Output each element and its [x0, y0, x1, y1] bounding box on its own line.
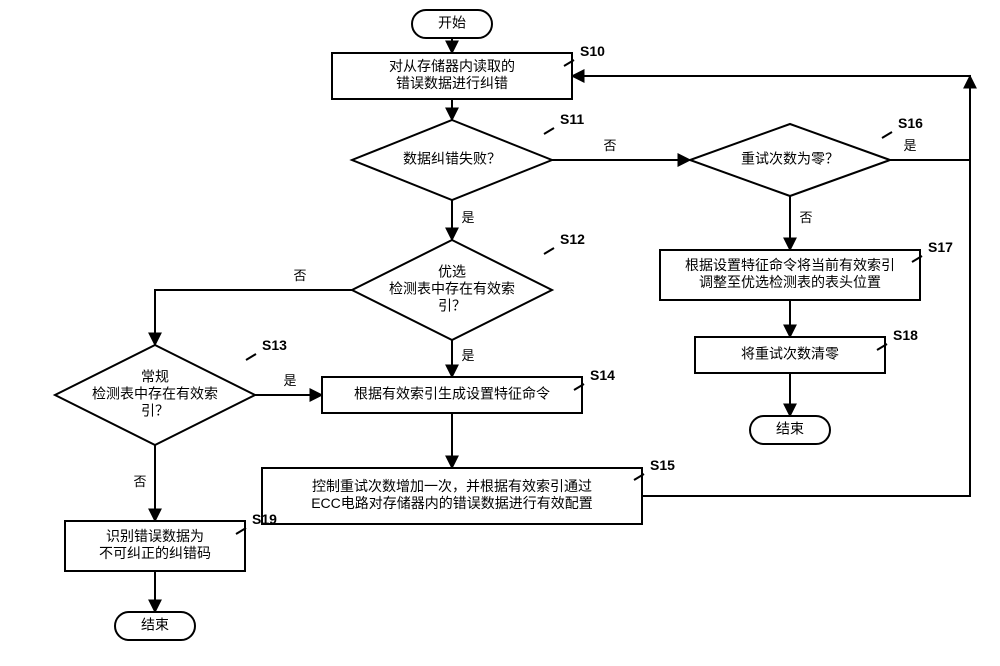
- node-label: 调整至优选检测表的表头位置: [699, 274, 881, 290]
- step-label-s15: S15: [650, 457, 675, 473]
- node-label: 常规: [141, 369, 169, 385]
- node-label: ECC电路对存储器内的错误数据进行有效配置: [311, 495, 593, 511]
- edge-label-3: 否: [603, 138, 616, 153]
- node-s17: 根据设置特征命令将当前有效索引调整至优选检测表的表头位置 S17: [660, 239, 953, 300]
- node-label: 结束: [776, 421, 804, 437]
- step-label-s14: S14: [590, 367, 615, 383]
- node-label: 检测表中存在有效索: [92, 386, 218, 402]
- node-label: 优选: [438, 264, 466, 280]
- node-label: 识别错误数据为: [106, 528, 204, 544]
- node-start: 开始: [412, 10, 492, 38]
- node-s10: 对从存储器内读取的错误数据进行纠错 S10: [332, 43, 605, 99]
- edge-label-13: 是: [903, 138, 916, 153]
- node-label: 不可纠正的纠错码: [99, 545, 211, 561]
- step-label-s13: S13: [262, 337, 287, 353]
- node-label: 对从存储器内读取的: [389, 58, 515, 74]
- node-label: 错误数据进行纠错: [396, 75, 508, 91]
- node-label: 将重试次数清零: [741, 346, 839, 362]
- edge-label-2: 是: [461, 210, 474, 225]
- step-label-s17: S17: [928, 239, 953, 255]
- node-label: 根据设置特征命令将当前有效索引: [685, 257, 895, 273]
- node-label: 数据纠错失败？: [403, 151, 501, 167]
- node-label: 根据有效索引生成设置特征命令: [354, 386, 550, 402]
- step-label-s18: S18: [893, 327, 918, 343]
- node-s13: 常规检测表中存在有效索引？ S13: [55, 337, 287, 445]
- node-label: 开始: [438, 15, 466, 31]
- step-label-s11: S11: [560, 111, 584, 127]
- node-s14: 根据有效索引生成设置特征命令 S14: [322, 367, 615, 413]
- node-label: 控制重试次数增加一次，并根据有效索引通过: [312, 478, 592, 494]
- edge-label-5: 否: [293, 268, 306, 283]
- node-end1: 结束: [115, 612, 195, 640]
- edge-5: [155, 290, 352, 345]
- node-label: 引？: [438, 298, 466, 314]
- edge-label-7: 是: [283, 373, 296, 388]
- node-s18: 将重试次数清零 S18: [695, 327, 918, 373]
- node-s11: 数据纠错失败？ S11: [352, 111, 584, 200]
- node-s16: 重试次数为零？ S16: [690, 115, 923, 196]
- node-s19: 识别错误数据为不可纠正的纠错码 S19: [65, 511, 277, 571]
- edge-label-10: 否: [799, 210, 812, 225]
- node-s15: 控制重试次数增加一次，并根据有效索引通过ECC电路对存储器内的错误数据进行有效配…: [262, 457, 675, 524]
- node-label: 检测表中存在有效索: [389, 281, 515, 297]
- flowchart-diagram: 是否是否是否否是 开始对从存储器内读取的错误数据进行纠错S10数据纠错失败？S1…: [0, 0, 1000, 666]
- node-label: 引？: [141, 403, 169, 419]
- node-s12: 优选检测表中存在有效索引？ S12: [352, 231, 585, 340]
- step-label-s16: S16: [898, 115, 923, 131]
- step-label-s10: S10: [580, 43, 605, 59]
- edge-label-4: 是: [461, 348, 474, 363]
- node-end2: 结束: [750, 416, 830, 444]
- edge-label-8: 否: [133, 474, 146, 489]
- step-label-s12: S12: [560, 231, 585, 247]
- step-label-s19: S19: [252, 511, 277, 527]
- node-label: 重试次数为零？: [741, 151, 839, 167]
- node-label: 结束: [141, 617, 169, 633]
